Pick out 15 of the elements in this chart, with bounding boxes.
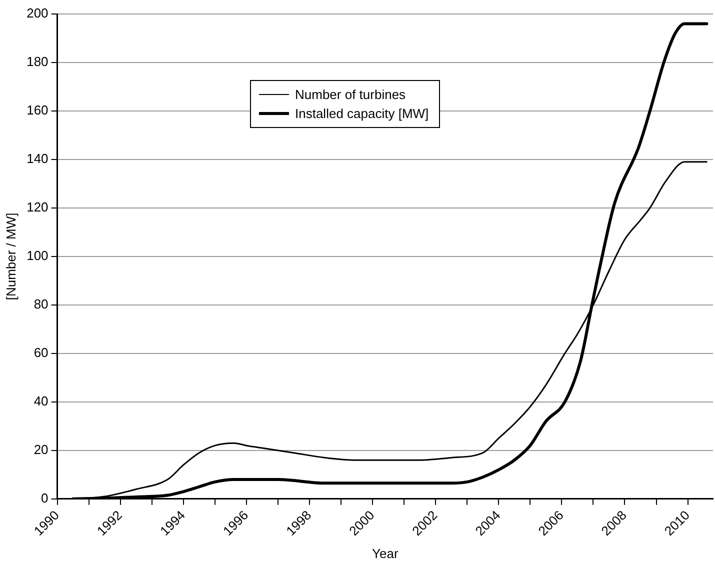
- y-tick-label: 120: [26, 200, 48, 215]
- y-tick-label: 200: [26, 6, 48, 21]
- y-tick-label: 60: [34, 345, 48, 360]
- legend-label: Number of turbines: [295, 86, 406, 104]
- y-tick-label: 20: [34, 442, 48, 458]
- y-axis-title: [Number / MW]: [3, 212, 18, 300]
- y-tick-label: 140: [26, 151, 48, 166]
- y-tick-label: 40: [34, 394, 48, 409]
- y-tick-label: 80: [34, 296, 48, 312]
- y-tick-label: 180: [26, 54, 48, 70]
- x-axis-title: Year: [372, 546, 399, 561]
- y-tick-label: 0: [41, 490, 48, 506]
- legend-label: Installed capacity [MW]: [295, 105, 429, 123]
- y-tick-label: 100: [26, 248, 48, 264]
- y-tick-label: 160: [26, 102, 48, 118]
